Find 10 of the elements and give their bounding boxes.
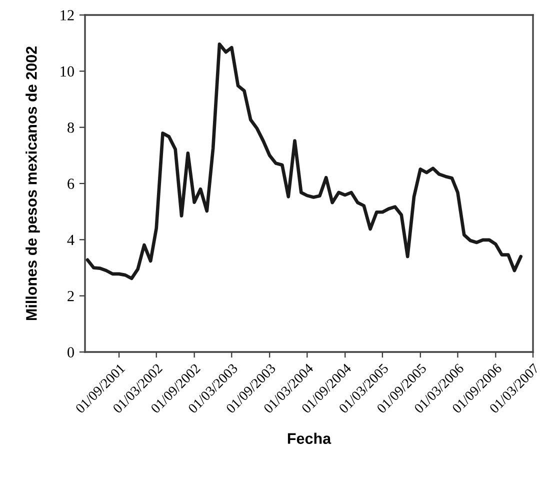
x-axis-title: Fecha [288,432,332,444]
y-axis-title: Millones de pesos mexicanos de 2002 [26,46,40,320]
line-series [86,42,522,280]
y-tick-label: 2 [68,291,74,302]
y-tick-label: 12 [60,10,74,20]
y-tick-label: 4 [67,234,74,245]
y-tick-label: 0 [68,347,74,358]
y-tick-label: 10 [60,66,74,77]
y-tick-label: 8 [68,122,74,133]
y-tick-label: 6 [68,178,74,189]
